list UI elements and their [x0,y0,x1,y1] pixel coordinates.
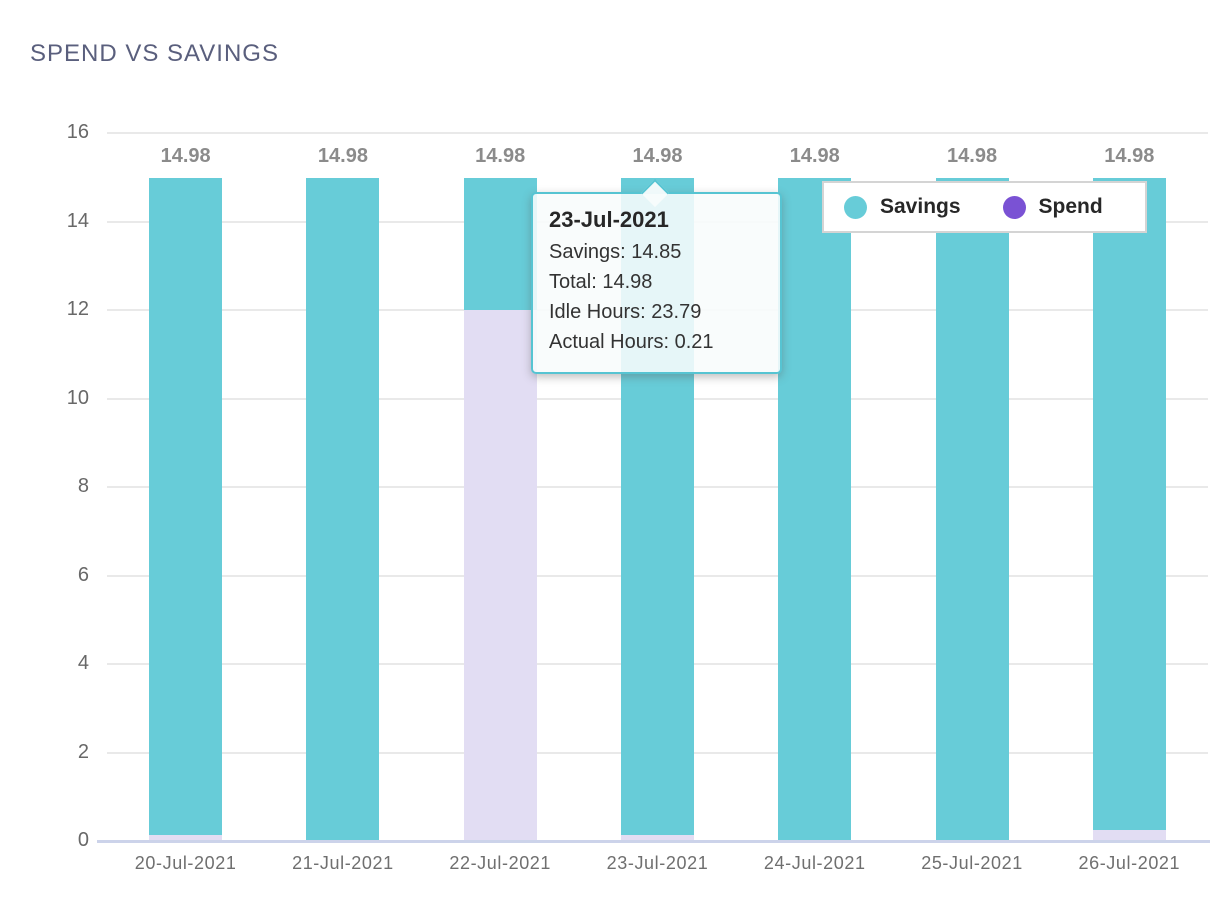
legend-item-savings[interactable]: Savings [844,195,961,219]
tooltip-line-actual-hours: Actual Hours: 0.21 [549,331,714,353]
gridline [107,132,1208,134]
bar-group-26-Jul-2021: 14.98 26-Jul-2021 [1051,133,1208,873]
bar-total-label: 14.98 [789,145,840,168]
y-axis-tick-label: 0 [77,829,89,852]
bar-total-label: 14.98 [947,145,998,168]
spend-vs-savings-chart: 0 2 4 6 8 10 12 14 16 14.98 20-Jul-2021 14.98 21-Ju… [67,121,1210,873]
savings-bar-segment[interactable] [1092,178,1166,830]
y-axis-tick-label: 14 [66,209,89,232]
savings-legend-dot-icon [844,195,867,219]
bar-group-22-Jul-2021: 14.98 22-Jul-2021 [422,133,579,873]
bar-group-21-Jul-2021: 14.98 21-Jul-2021 [264,133,421,873]
savings-bar-segment[interactable] [778,178,852,841]
legend-label-savings: Savings [880,195,961,218]
bar-total-label: 14.98 [317,145,368,168]
bar-group-20-Jul-2021: 14.98 20-Jul-2021 [107,133,264,873]
x-axis-label: 25-Jul-2021 [921,853,1023,873]
x-axis-label: 23-Jul-2021 [606,853,709,873]
savings-bar-segment[interactable] [149,178,223,836]
y-axis-tick-label: 2 [77,740,89,763]
x-axis-label: 20-Jul-2021 [134,853,237,873]
x-axis-label: 26-Jul-2021 [1078,853,1181,873]
tooltip-line-savings: Savings: 14.85 [549,241,682,263]
y-axis-tick-label: 12 [66,298,89,321]
y-axis-tick-label: 8 [77,475,89,498]
bar-group-25-Jul-2021: 14.98 25-Jul-2021 [893,133,1050,873]
y-axis-tick-label: 4 [77,652,89,675]
bar-group-24-Jul-2021: 14.98 24-Jul-2021 [736,133,893,873]
tooltip-line-idle-hours: Idle Hours: 23.79 [549,301,702,323]
bar-total-label: 14.98 [475,145,526,168]
savings-bar-segment[interactable] [463,178,537,310]
spend-legend-dot-icon [1002,195,1026,219]
x-axis-label: 24-Jul-2021 [763,853,866,873]
legend-label-spend: Spend [1038,195,1103,218]
savings-bar-segment[interactable] [306,178,380,841]
y-axis-tick-label: 6 [77,563,89,586]
bar-total-label: 14.98 [632,145,683,168]
x-axis-label: 21-Jul-2021 [292,853,394,873]
bars-layer: 14.98 20-Jul-2021 14.98 21-Jul-2021 14.98 22-… [107,133,1208,873]
y-axis-tick-label: 16 [66,121,89,144]
chart-tooltip: 23-Jul-2021 Savings: 14.85 Total: 14.98 … [531,178,782,374]
x-axis-label: 22-Jul-2021 [449,853,552,873]
y-axis-tick-label: 10 [66,386,89,409]
chart-legend: Savings Spend [822,181,1147,233]
legend-item-spend[interactable]: Spend [1002,195,1103,219]
spend-bar-segment[interactable] [149,835,223,841]
spend-bar-segment[interactable] [1092,829,1166,841]
spend-bar-segment[interactable] [620,835,694,841]
bar-total-label: 14.98 [160,145,211,168]
tooltip-title: 23-Jul-2021 [549,207,669,232]
page-title: SPEND VS SAVINGS [30,40,279,67]
spend-bar-segment[interactable] [463,310,537,841]
savings-bar-segment[interactable] [935,178,1009,841]
x-axis-line [97,840,1210,843]
bar-total-label: 14.98 [1104,145,1155,168]
tooltip-line-total: Total: 14.98 [549,271,653,293]
